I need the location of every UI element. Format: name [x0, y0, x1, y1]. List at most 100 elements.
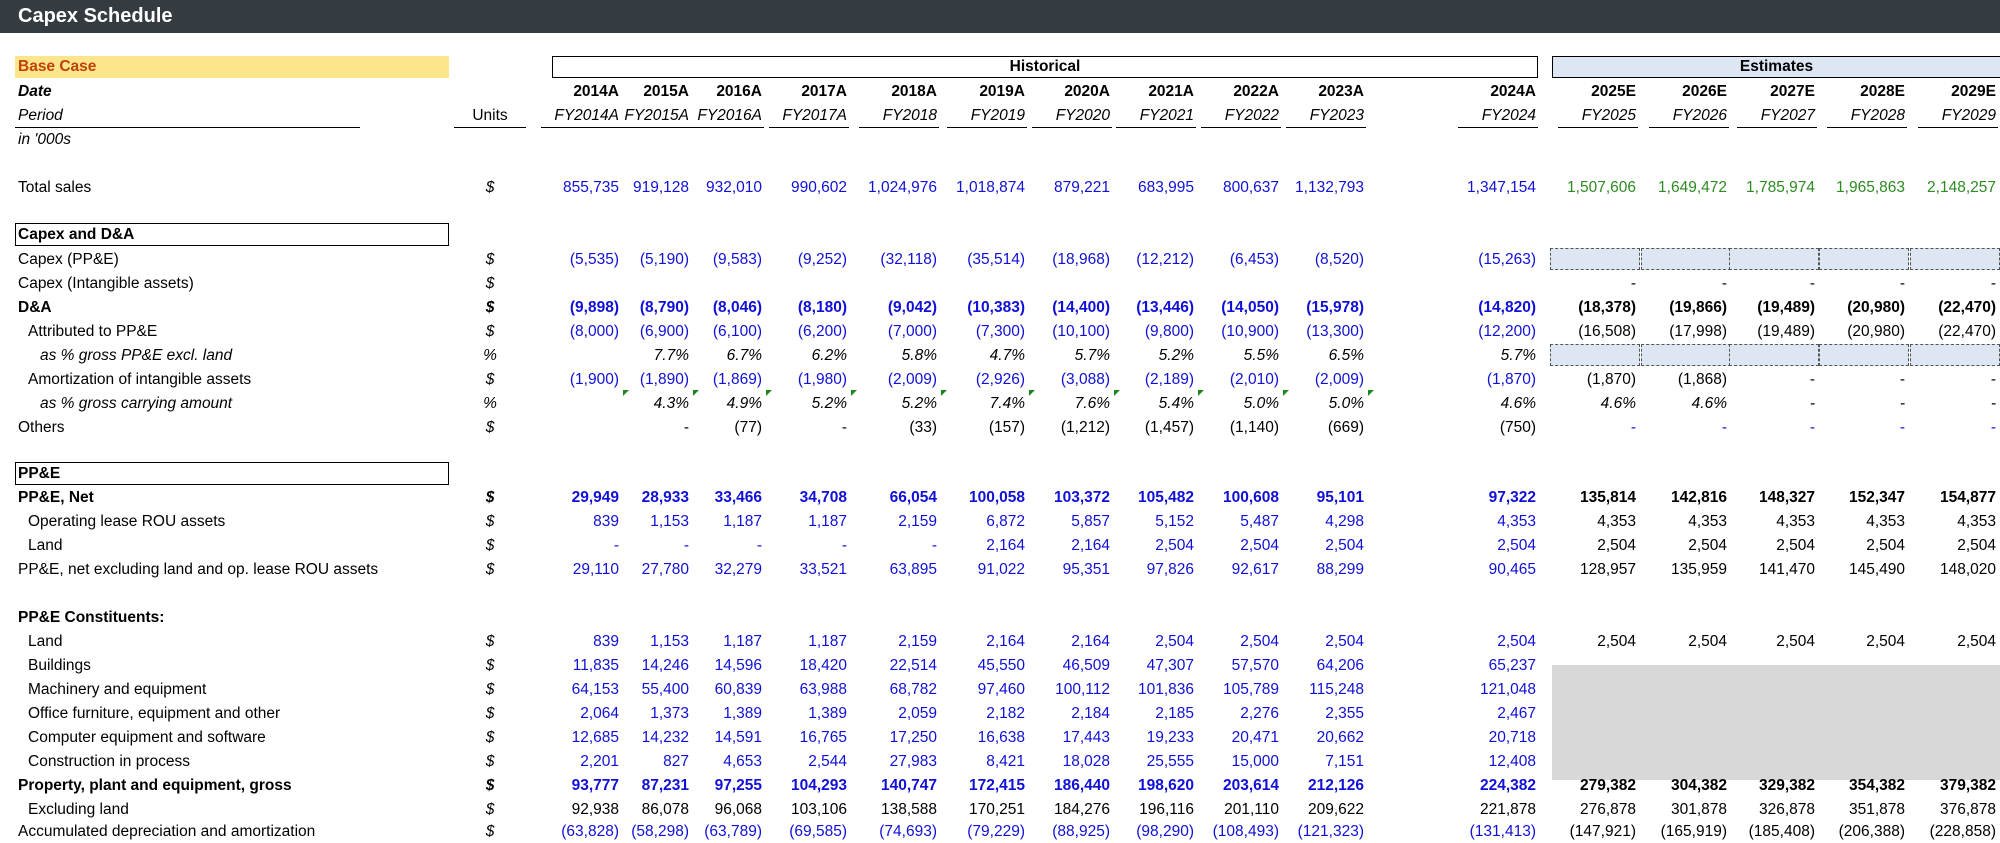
dates-cell[interactable]: 2017A — [801, 83, 847, 100]
value-cell[interactable]: 172,415 — [968, 777, 1025, 794]
value-cell[interactable]: 209,622 — [1307, 801, 1364, 818]
value-cell[interactable]: 97,255 — [714, 777, 762, 794]
value-cell[interactable]: 20,718 — [1488, 729, 1536, 746]
value-cell[interactable]: - — [1809, 395, 1815, 412]
value-cell[interactable]: 135,814 — [1579, 489, 1636, 506]
value-cell[interactable]: 154,877 — [1939, 489, 1996, 506]
value-cell[interactable]: 276,878 — [1579, 801, 1636, 818]
value-cell[interactable]: (88,925) — [1052, 823, 1110, 840]
value-cell[interactable]: 2,504 — [1325, 537, 1364, 554]
value-cell[interactable]: 28,933 — [641, 489, 689, 506]
value-cell[interactable]: 1,187 — [723, 633, 762, 650]
value-cell[interactable]: (1,868) — [1677, 371, 1727, 388]
value-cell[interactable]: 2,185 — [1155, 705, 1194, 722]
assumption-input-cell[interactable] — [1641, 248, 1731, 270]
value-cell[interactable]: 63,895 — [889, 561, 937, 578]
value-cell[interactable]: 2,504 — [1497, 633, 1536, 650]
value-cell[interactable]: (1,870) — [1486, 371, 1536, 388]
period-cell[interactable]: FY2019 — [970, 107, 1025, 124]
assumption-input-cell[interactable] — [1729, 344, 1819, 366]
value-cell[interactable]: 5.5% — [1243, 347, 1279, 364]
dates-cell[interactable]: 2025E — [1591, 83, 1636, 100]
value-cell[interactable]: 96,068 — [714, 801, 762, 818]
value-cell[interactable]: - — [1809, 275, 1815, 292]
value-cell[interactable]: (6,900) — [639, 323, 689, 340]
value-cell[interactable]: 301,878 — [1670, 801, 1727, 818]
value-cell[interactable]: 18,028 — [1062, 753, 1110, 770]
value-cell[interactable]: (147,921) — [1569, 823, 1636, 840]
value-cell[interactable]: 47,307 — [1146, 657, 1194, 674]
value-cell[interactable]: (8,520) — [1314, 251, 1364, 268]
value-cell[interactable]: 6,872 — [986, 513, 1025, 530]
value-cell[interactable]: 4.6% — [1600, 395, 1636, 412]
assumption-input-cell[interactable] — [1550, 344, 1640, 366]
value-cell[interactable]: 88,299 — [1316, 561, 1364, 578]
value-cell[interactable]: - — [841, 419, 847, 436]
value-cell[interactable]: 1,785,974 — [1746, 179, 1815, 196]
value-cell[interactable]: 105,482 — [1137, 489, 1194, 506]
value-cell[interactable]: 100,058 — [968, 489, 1025, 506]
value-cell[interactable]: 2,504 — [1155, 537, 1194, 554]
value-cell[interactable]: 5,487 — [1240, 513, 1279, 530]
dates-cell[interactable]: 2015A — [643, 83, 689, 100]
value-cell[interactable]: 1,153 — [650, 633, 689, 650]
value-cell[interactable]: 66,054 — [889, 489, 937, 506]
value-cell[interactable]: (185,408) — [1748, 823, 1815, 840]
value-cell[interactable]: 2,164 — [986, 537, 1025, 554]
value-cell[interactable]: (2,926) — [975, 371, 1025, 388]
value-cell[interactable]: - — [683, 419, 689, 436]
value-cell[interactable]: 104,293 — [790, 777, 847, 794]
period-cell[interactable]: FY2026 — [1672, 107, 1727, 124]
value-cell[interactable]: 4.3% — [653, 395, 689, 412]
period-cell[interactable]: FY2017A — [782, 107, 847, 124]
value-cell[interactable]: 2,504 — [1688, 633, 1727, 650]
value-cell[interactable]: 14,591 — [714, 729, 762, 746]
dates-cell[interactable]: 2016A — [716, 83, 762, 100]
value-cell[interactable]: 14,246 — [641, 657, 689, 674]
period-cell[interactable]: FY2024 — [1481, 107, 1536, 124]
period-cell[interactable]: FY2018 — [882, 107, 937, 124]
value-cell[interactable]: 2,159 — [898, 513, 937, 530]
value-cell[interactable]: 1,024,976 — [868, 179, 937, 196]
value-cell[interactable]: 5,857 — [1071, 513, 1110, 530]
value-cell[interactable]: 46,509 — [1062, 657, 1110, 674]
value-cell[interactable]: - — [1721, 419, 1727, 436]
value-cell[interactable]: 2,504 — [1866, 633, 1905, 650]
value-cell[interactable]: (79,229) — [967, 823, 1025, 840]
value-cell[interactable]: 1,373 — [650, 705, 689, 722]
value-cell[interactable]: 45,550 — [977, 657, 1025, 674]
value-cell[interactable]: 93,777 — [571, 777, 619, 794]
value-cell[interactable]: 55,400 — [641, 681, 689, 698]
value-cell[interactable]: (98,290) — [1136, 823, 1194, 840]
value-cell[interactable]: 7.4% — [989, 395, 1025, 412]
value-cell[interactable]: 103,372 — [1053, 489, 1110, 506]
value-cell[interactable]: (5,535) — [569, 251, 619, 268]
value-cell[interactable]: 2,467 — [1497, 705, 1536, 722]
value-cell[interactable]: 63,988 — [799, 681, 847, 698]
value-cell[interactable]: - — [1990, 275, 1996, 292]
value-cell[interactable]: 2,504 — [1957, 537, 1996, 554]
value-cell[interactable]: 203,614 — [1222, 777, 1279, 794]
dates-cell[interactable]: 2026E — [1682, 83, 1727, 100]
value-cell[interactable]: 8,421 — [986, 753, 1025, 770]
value-cell[interactable]: (63,789) — [704, 823, 762, 840]
value-cell[interactable]: 140,747 — [880, 777, 937, 794]
value-cell[interactable]: 4.6% — [1691, 395, 1727, 412]
assumption-input-cell[interactable] — [1641, 344, 1731, 366]
assumption-input-cell[interactable] — [1550, 248, 1640, 270]
value-cell[interactable]: 101,836 — [1137, 681, 1194, 698]
value-cell[interactable]: 5.0% — [1328, 395, 1364, 412]
value-cell[interactable]: 103,106 — [790, 801, 847, 818]
value-cell[interactable]: 170,251 — [968, 801, 1025, 818]
value-cell[interactable]: (63,828) — [561, 823, 619, 840]
value-cell[interactable]: (8,790) — [639, 299, 689, 316]
value-cell[interactable]: 184,276 — [1053, 801, 1110, 818]
value-cell[interactable]: 2,201 — [580, 753, 619, 770]
value-cell[interactable]: 60,839 — [714, 681, 762, 698]
value-cell[interactable]: 2,504 — [1776, 633, 1815, 650]
value-cell[interactable]: 27,983 — [889, 753, 937, 770]
value-cell[interactable]: 5.2% — [1158, 347, 1194, 364]
value-cell[interactable]: (33) — [909, 419, 937, 436]
value-cell[interactable]: 2,182 — [986, 705, 1025, 722]
value-cell[interactable]: 97,826 — [1146, 561, 1194, 578]
